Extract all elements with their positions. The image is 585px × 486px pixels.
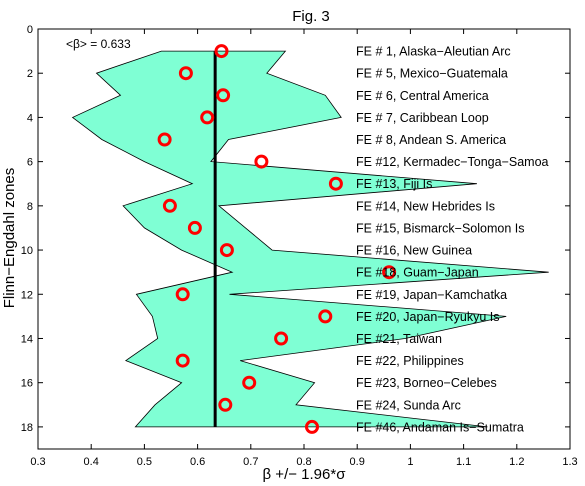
y-axis-title: Flinn−Engdahl zones: [1, 168, 18, 309]
zone-label: FE #16, New Guinea: [356, 244, 472, 258]
x-tick-label: 0.3: [30, 456, 45, 468]
y-tick-label: 8: [27, 201, 33, 213]
zone-label: FE # 6, Central America: [356, 89, 489, 103]
zone-label: FE #14, New Hebrides Is: [356, 199, 495, 213]
y-tick-label: 14: [21, 333, 33, 345]
x-tick-label: 1.3: [562, 456, 577, 468]
x-tick-label: 0.4: [84, 456, 99, 468]
y-tick-label: 10: [21, 245, 33, 257]
zone-label: FE #24, Sunda Arc: [356, 398, 461, 412]
mean-value-label: <β> = 0.633: [66, 37, 131, 51]
x-tick-label: 1.2: [509, 456, 524, 468]
zone-label: FE #22, Philippines: [356, 354, 464, 368]
beta-marker: [242, 375, 257, 390]
beta-marker: [254, 154, 269, 169]
confidence-band: [71, 50, 549, 428]
y-tick-label: 4: [27, 112, 33, 124]
y-tick-label: 0: [27, 24, 33, 36]
confidence-band-layer: [71, 50, 549, 428]
x-tick-label: 0.9: [350, 456, 365, 468]
beta-marker: [162, 198, 177, 213]
y-tick-label: 12: [21, 289, 33, 301]
zone-label: FE # 1, Alaska−Aleutian Arc: [356, 45, 511, 59]
x-tick-label: 0.8: [296, 456, 311, 468]
y-tick-label: 18: [21, 422, 33, 434]
zone-label: FE #19, Japan−Kamchatka: [356, 288, 507, 302]
beta-marker: [175, 353, 190, 368]
zone-label: FE # 8, Andean S. America: [356, 133, 506, 147]
zone-label: FE #23, Borneo−Celebes: [356, 376, 497, 390]
y-tick-label: 16: [21, 378, 33, 390]
y-tick-label: 2: [27, 68, 33, 80]
beta-marker: [318, 309, 333, 324]
beta-marker: [200, 110, 215, 125]
beta-marker: [382, 265, 397, 280]
beta-marker: [214, 44, 229, 59]
x-axis-title: β +/− 1.96*σ: [263, 466, 347, 483]
zone-label: FE # 7, Caribbean Loop: [356, 111, 489, 125]
beta-marker: [274, 331, 289, 346]
y-tick-label: 6: [27, 157, 33, 169]
x-tick-label: 0.7: [243, 456, 258, 468]
beta-marker: [157, 132, 172, 147]
x-tick-label: 0.6: [190, 456, 205, 468]
beta-marker: [328, 176, 343, 191]
zone-label: FE # 5, Mexico−Guatemala: [356, 67, 508, 81]
beta-marker: [216, 88, 231, 103]
zone-label-layer: FE # 1, Alaska−Aleutian Arc FE # 5, Mexic…: [356, 45, 549, 435]
x-tick-label: 1.1: [456, 456, 471, 468]
zone-label: FE #13, Fiji Is: [356, 177, 432, 191]
beta-marker: [178, 66, 193, 81]
beta-marker: [175, 287, 190, 302]
beta-marker: [218, 397, 233, 412]
beta-marker: [305, 419, 319, 434]
zone-label: FE #12, Kermadec−Tonga−Samoa: [356, 155, 549, 169]
x-tick-label: 0.5: [137, 456, 152, 468]
zone-label: FE #21, Taiwan: [356, 332, 442, 346]
x-tick-label: 1: [407, 456, 413, 468]
beta-marker: [187, 220, 202, 235]
zone-label: FE #18, Guam−Japan: [356, 266, 479, 280]
zone-label: FE #15, Bismarck−Solomon Is: [356, 221, 524, 235]
marker-layer: [157, 44, 397, 434]
zone-label: FE #46, Andaman Is−Sumatra: [356, 420, 524, 434]
tick-layer: 0.3 0.4 0.5 0.6 0.7 0.8 0.9 1 1.1 1.2 1.3 0 2 4 6 8 10 12…: [21, 24, 578, 468]
zone-label: FE #20, Japan−Ryukyu Is: [356, 310, 499, 324]
beta-marker: [219, 243, 234, 258]
chart-title: Fig. 3: [292, 8, 330, 25]
